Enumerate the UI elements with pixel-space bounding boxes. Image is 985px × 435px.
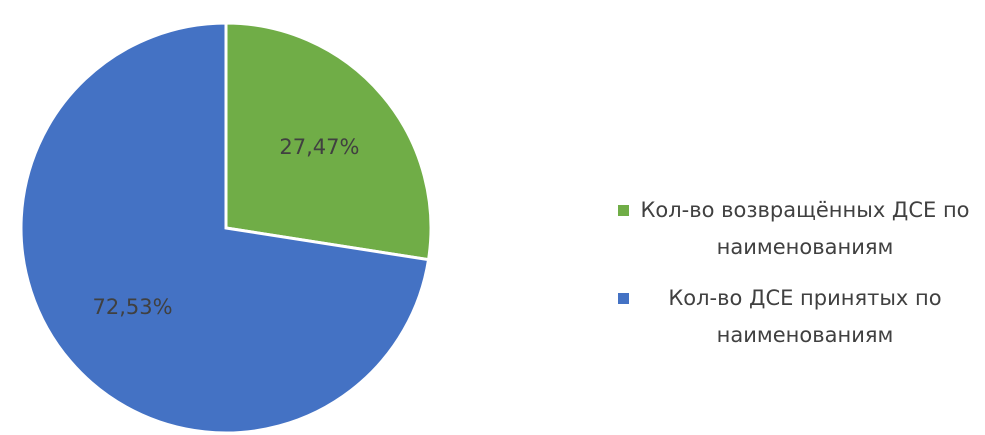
legend-item: Кол-во ДСЕ принятых по наименованиям (618, 280, 985, 354)
legend-label: Кол-во возвращённых ДСЕ по наименованиям (640, 198, 970, 259)
legend-swatch (618, 293, 629, 304)
legend-item: Кол-во возвращённых ДСЕ по наименованиям (618, 192, 985, 266)
pie-slice (224, 21, 433, 262)
data-label: 72,53% (93, 295, 173, 319)
chart: 27,47% 72,53% (19, 21, 433, 435)
pie-slice (19, 21, 431, 435)
legend-label: Кол-во ДСЕ принятых по наименованиям (668, 286, 942, 347)
legend: Кол-во возвращённых ДСЕ по наименованиям… (618, 192, 985, 368)
legend-swatch (618, 205, 629, 216)
data-label: 27,47% (279, 135, 359, 159)
